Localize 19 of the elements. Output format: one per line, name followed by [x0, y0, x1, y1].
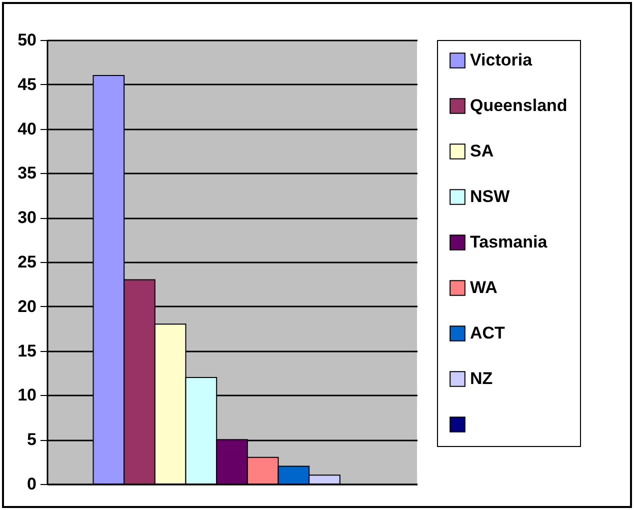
y-tick-label: 30: [18, 208, 36, 228]
y-tick-label: 50: [18, 30, 36, 50]
legend-label: Tasmania: [470, 232, 548, 252]
legend-label: Victoria: [470, 50, 533, 70]
legend-label: NSW: [470, 187, 511, 206]
y-tick-label: 0: [27, 474, 36, 494]
y-tick-label: 15: [18, 341, 36, 360]
y-tick-label: 25: [18, 252, 36, 272]
y-tick-label: 40: [18, 119, 36, 138]
y-tick-label: 35: [18, 164, 36, 183]
legend-label: SA: [470, 142, 494, 160]
legend-label: Queensland: [470, 96, 568, 115]
y-tick-label: 10: [18, 386, 36, 405]
legend-label: ACT: [470, 324, 506, 342]
y-tick-label: 20: [18, 296, 36, 316]
legend-label: WA: [470, 278, 498, 297]
legend-label: NZ: [470, 369, 493, 388]
y-tick-label: 5: [27, 430, 36, 450]
y-tick-label: 45: [18, 74, 36, 94]
